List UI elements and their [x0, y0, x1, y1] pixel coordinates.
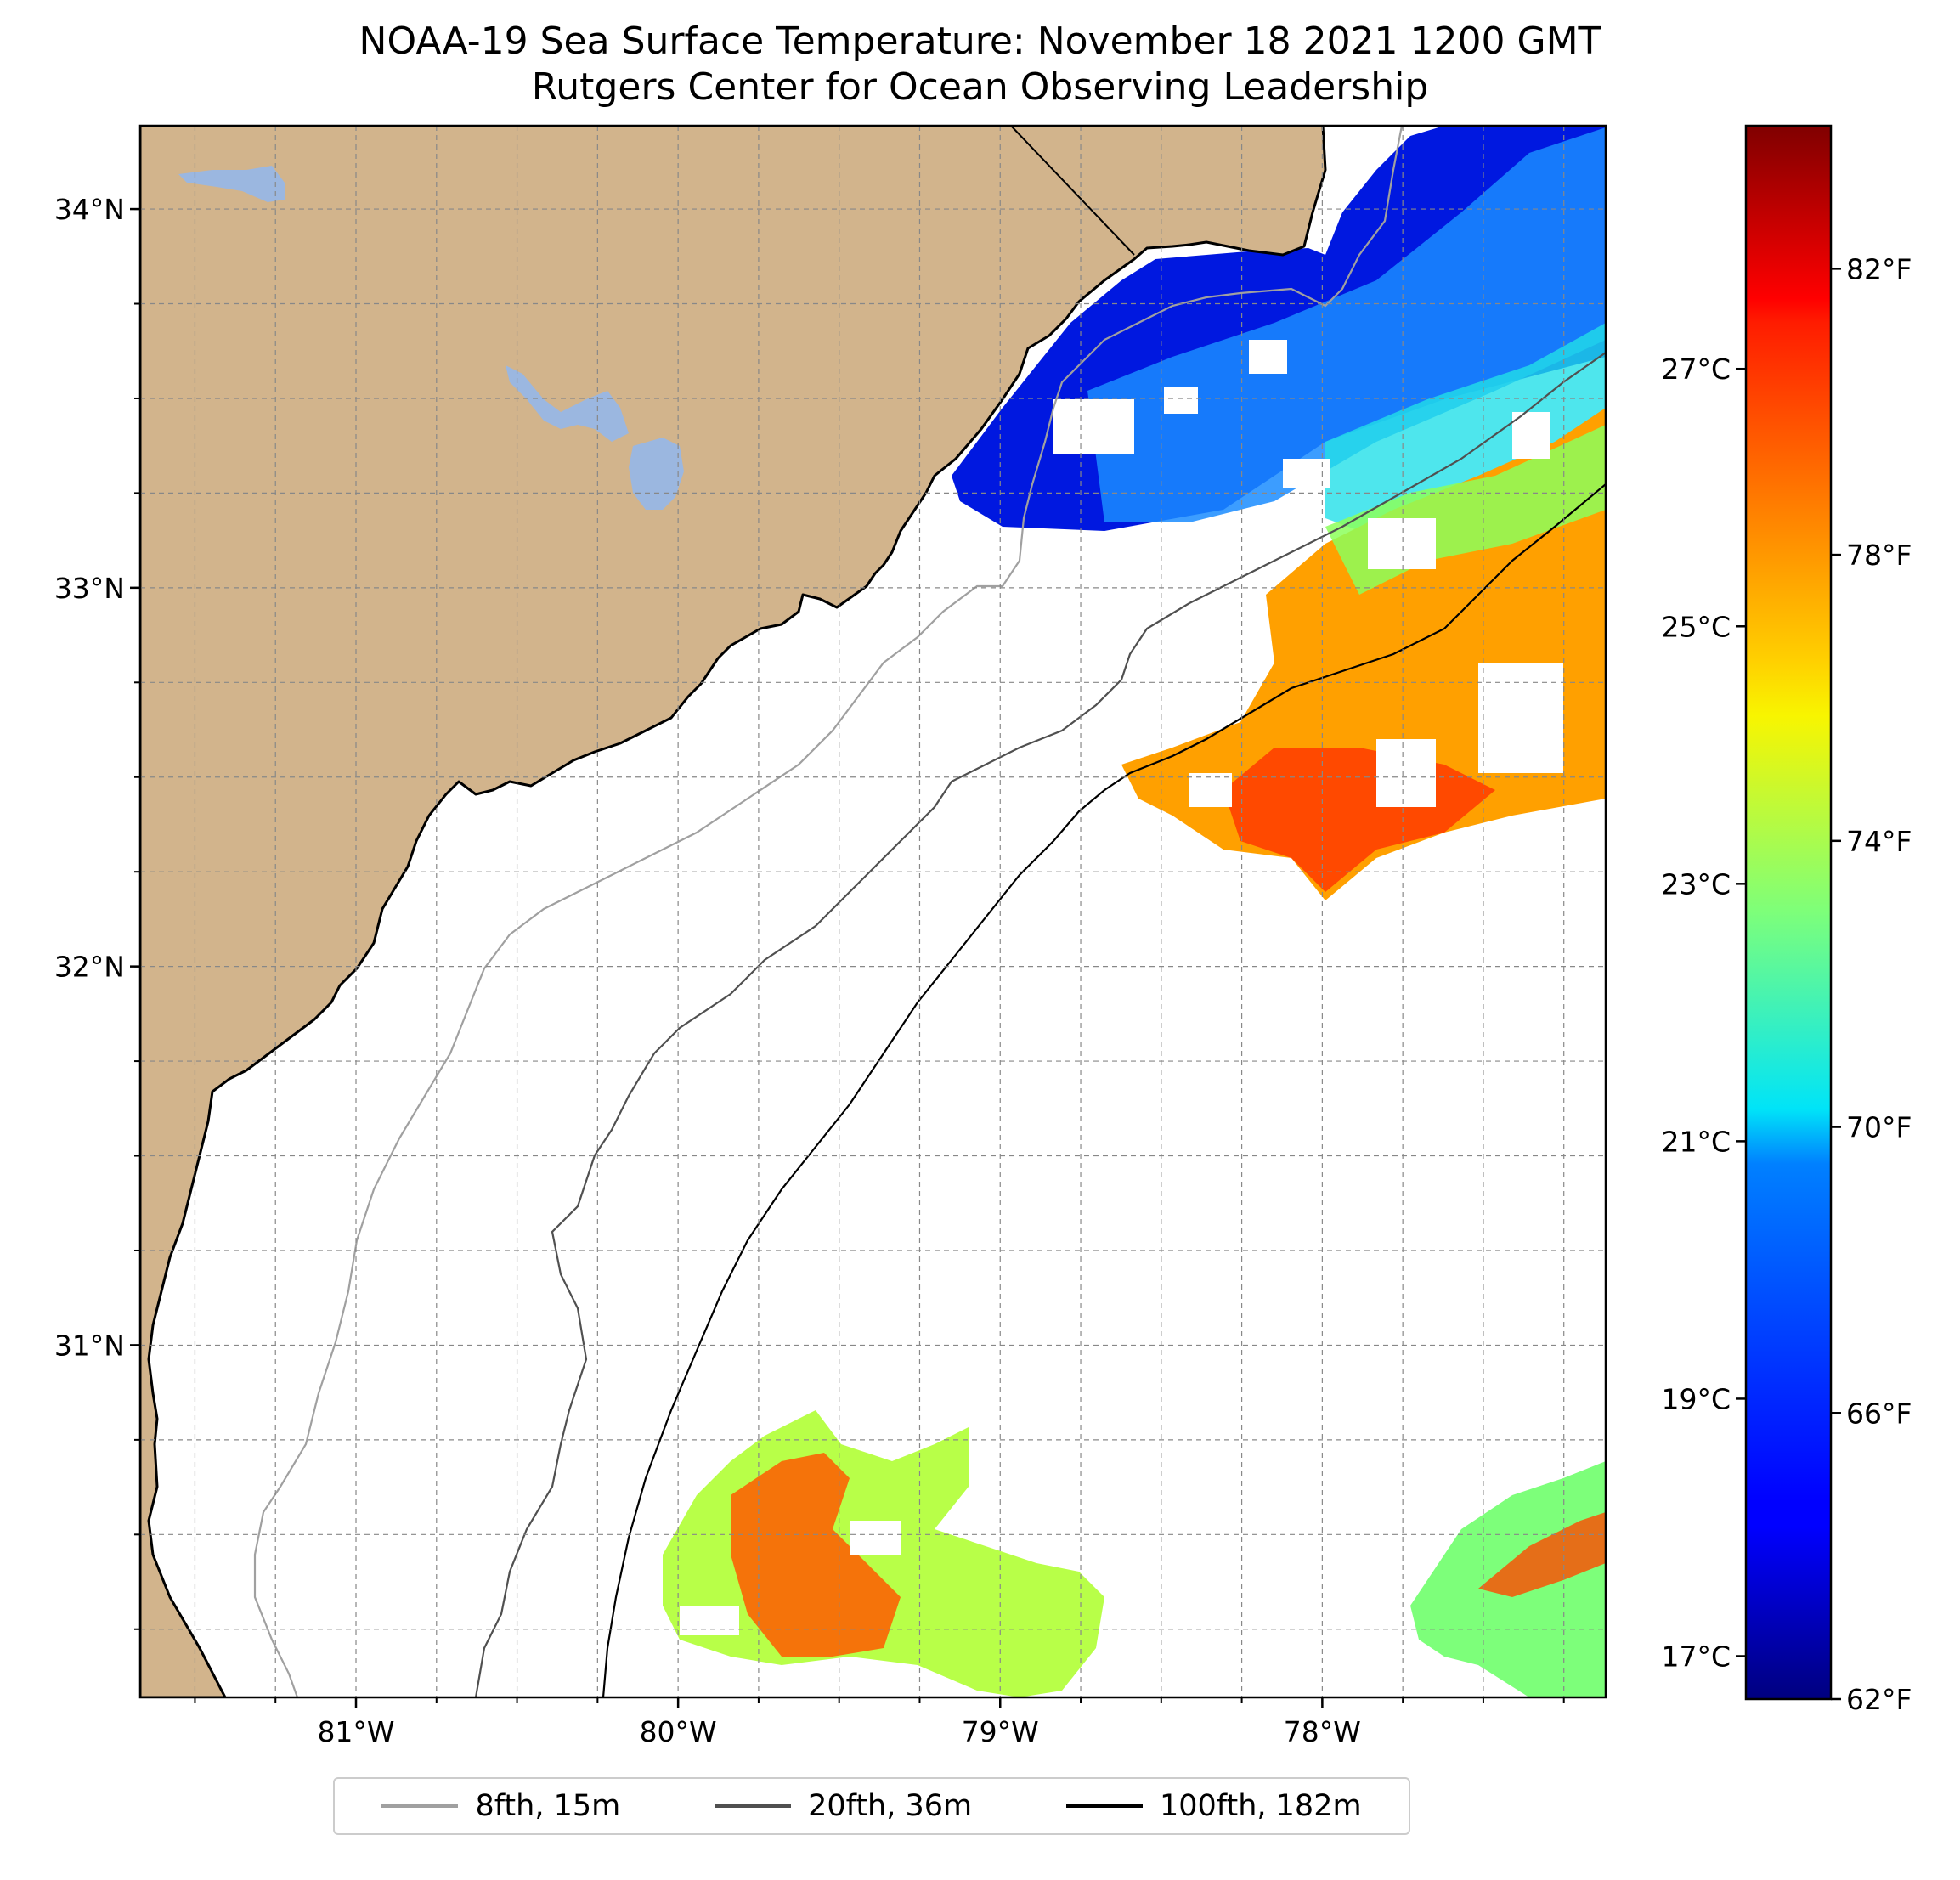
contour-legend: 8fth, 15m 20fth, 36m 100fth, 182m [333, 1777, 1410, 1835]
colorbar-f-tick-label: 74°F [1846, 825, 1912, 858]
lat-tick-label: 34°N [54, 193, 125, 226]
colorbar-c-tick-label: 17°C [1661, 1640, 1731, 1673]
lon-tick-label: 78°W [1284, 1715, 1361, 1748]
sst-data-layer [663, 126, 1606, 1697]
legend-label-8fth: 8fth, 15m [475, 1789, 621, 1823]
cloud-gap [1164, 387, 1198, 414]
cloud-gap [1376, 739, 1436, 807]
lake-marion [506, 365, 629, 442]
colorbar-c-tick-label: 21°C [1661, 1125, 1731, 1158]
cloud-gap [1368, 518, 1436, 569]
cloud-gap [1512, 412, 1550, 459]
latitude-axis: 31°N 32°N 33°N 34°N [54, 193, 140, 1630]
colorbar-f-tick-label: 62°F [1846, 1683, 1912, 1716]
sst-patch-blue-mid [1087, 127, 1606, 522]
contour-8fth [253, 126, 1404, 1697]
colorbar: 62°F 66°F 70°F 74°F 78°F 82°F 17°C 19°C 21°C 23°… [1661, 124, 1912, 1716]
legend-swatch-100fth [1065, 1804, 1143, 1808]
cloud-gap [850, 1521, 901, 1555]
cloud-gap [1478, 663, 1563, 773]
lat-tick-label: 33°N [54, 572, 125, 605]
lon-tick-label: 79°W [962, 1715, 1039, 1748]
lon-tick-label: 80°W [640, 1715, 717, 1748]
legend-item-20fth: 20fth, 36m [715, 1789, 972, 1823]
title-line-1: NOAA-19 Sea Surface Temperature: Novembe… [359, 20, 1601, 63]
legend-swatch-20fth [715, 1804, 792, 1808]
colorbar-c-tick-label: 19°C [1661, 1382, 1731, 1415]
contour-20fth [474, 352, 1606, 1697]
cloud-gap [1053, 399, 1134, 454]
legend-item-8fth: 8fth, 15m [381, 1789, 620, 1823]
chart-title: NOAA-19 Sea Surface Temperature: Novembe… [0, 19, 1960, 110]
colorbar-c-tick-label: 23°C [1661, 867, 1731, 900]
gridlines [140, 126, 1606, 1697]
legend-swatch-8fth [381, 1804, 459, 1808]
title-line-2: Rutgers Center for Ocean Observing Leade… [531, 65, 1429, 109]
colorbar-f-tick-label: 70°F [1846, 1111, 1912, 1144]
longitude-axis: 81°W 80°W 79°W 78°W [194, 1697, 1565, 1748]
sst-patch-south-hot [731, 1453, 901, 1657]
legend-label-20fth: 20fth, 36m [808, 1789, 973, 1823]
map-panel: 31°N 32°N 33°N 34°N 81°W 80°W 79°W 78°W [54, 124, 1607, 1748]
lon-tick-label: 81°W [317, 1715, 394, 1748]
cloud-gap [680, 1606, 739, 1635]
colorbar-f-tick-label: 82°F [1846, 252, 1912, 285]
cloud-gap [1249, 340, 1287, 374]
colorbar-f-tick-label: 78°F [1846, 539, 1912, 572]
legend-label-100fth: 100fth, 182m [1159, 1789, 1362, 1823]
lat-tick-label: 32°N [54, 951, 125, 984]
lake-moultrie [629, 438, 684, 510]
map-frame [138, 124, 1607, 1699]
legend-item-100fth: 100fth, 182m [1065, 1789, 1362, 1823]
colorbar-gradient [1744, 124, 1833, 1701]
colorbar-f-tick-label: 66°F [1846, 1397, 1912, 1430]
colorbar-celsius-axis: 17°C 19°C 21°C 23°C 25°C 27°C [1661, 353, 1746, 1673]
colorbar-c-tick-label: 27°C [1661, 353, 1731, 386]
sst-patch-southeast-hot [1478, 1512, 1606, 1597]
lake-north [178, 166, 285, 202]
cloud-gap [1189, 773, 1232, 807]
state-border [1010, 126, 1135, 256]
contour-100fth [602, 483, 1606, 1697]
colorbar-fahrenheit-axis: 62°F 66°F 70°F 74°F 78°F 82°F [1831, 252, 1912, 1716]
colorbar-c-tick-label: 25°C [1661, 610, 1731, 643]
lat-tick-label: 31°N [54, 1329, 125, 1362]
